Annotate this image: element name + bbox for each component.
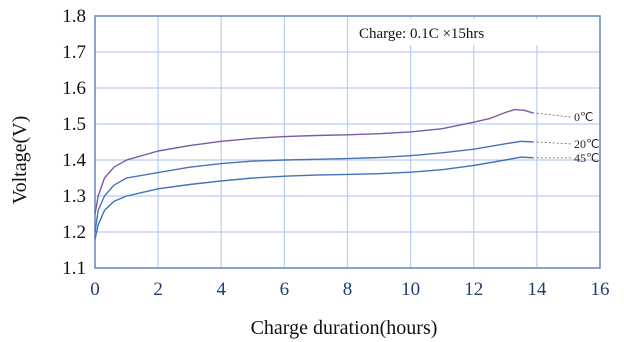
y-tick-label: 1.8 bbox=[62, 6, 86, 27]
y-tick-label: 1.5 bbox=[62, 114, 86, 135]
x-tick-label: 4 bbox=[217, 279, 227, 300]
series-label: 0℃ bbox=[574, 110, 593, 124]
x-tick-label: 6 bbox=[280, 279, 290, 300]
series-line bbox=[94, 140, 534, 233]
x-tick-label: 2 bbox=[153, 279, 163, 300]
x-tick-label: 10 bbox=[401, 279, 420, 300]
x-tick-label: 16 bbox=[591, 279, 610, 300]
series-group bbox=[94, 108, 534, 240]
x-tick-label: 0 bbox=[90, 279, 100, 300]
y-tick-label: 1.4 bbox=[62, 150, 86, 171]
x-tick-label: 12 bbox=[464, 279, 483, 300]
series-label: 20℃ bbox=[574, 137, 599, 151]
plot-frame bbox=[94, 15, 601, 269]
tick-labels: 0 2 4 6 8 10 12 14 16 1.1 1.2 1.3 1.4 1.5 1.6 1.7 1.8 bbox=[62, 6, 609, 300]
series-leader-line bbox=[536, 112, 573, 118]
y-tick-label: 1.6 bbox=[62, 78, 86, 99]
y-tick-label: 1.2 bbox=[62, 222, 86, 243]
series-line bbox=[94, 156, 534, 240]
series-line bbox=[94, 108, 534, 215]
x-axis-label: Charge duration(hours) bbox=[251, 317, 438, 339]
series-label: 45℃ bbox=[574, 151, 599, 165]
y-tick-label: 1.1 bbox=[62, 258, 86, 279]
annotation-text: Charge: 0.1C ×15hrs bbox=[359, 26, 484, 42]
annotation-box bbox=[352, 19, 562, 45]
series-labels: 0℃ 20℃45℃ bbox=[536, 110, 599, 165]
y-axis-label: Voltage(V) bbox=[9, 116, 31, 205]
y-tick-label: 1.7 bbox=[62, 42, 86, 63]
x-tick-label: 8 bbox=[343, 279, 353, 300]
x-tick-label: 14 bbox=[527, 279, 547, 300]
series-leader-line bbox=[536, 141, 573, 145]
y-tick-label: 1.3 bbox=[62, 186, 86, 207]
